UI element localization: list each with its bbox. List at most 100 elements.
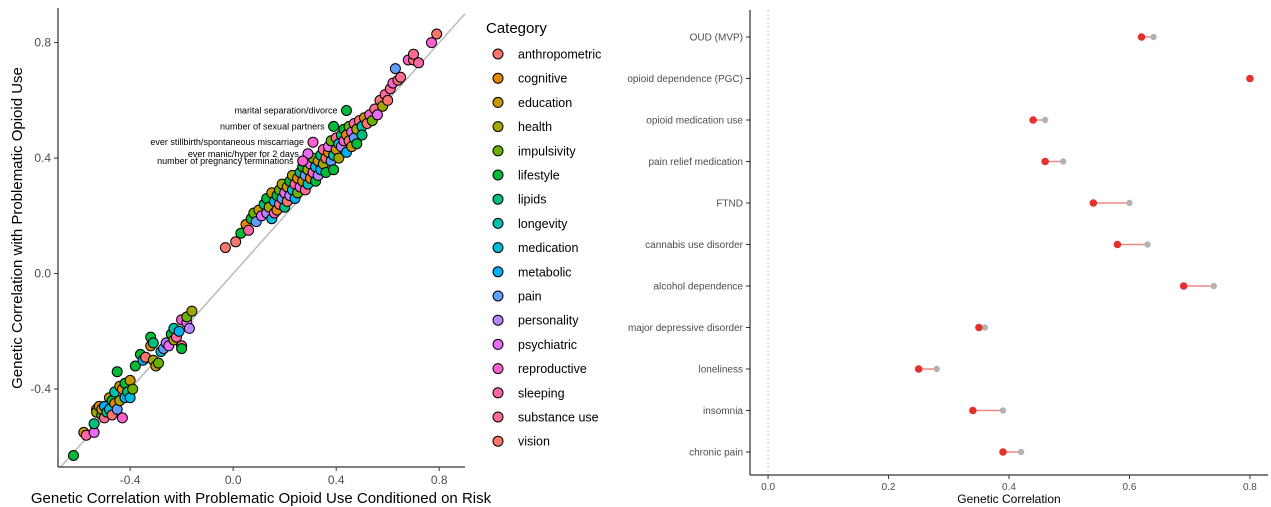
legend-label: reproductive [518,362,587,376]
range-x-ticks: 0.0 0.2 0.4 0.6 0.8 [761,475,1257,493]
scatter-point [341,105,352,116]
legend-swatch [492,169,504,181]
legend-swatch [492,145,504,157]
range-x-tick-label: 0.2 [882,482,896,493]
legend-label: anthropometric [518,48,601,62]
scatter-point [153,357,164,369]
scatter-annotations: marital separation/divorce number of sexu… [150,106,337,167]
legend-label: metabolic [518,265,572,279]
range-point-unconditioned [1060,158,1067,165]
scatter-point [307,136,319,148]
scatter-point [395,71,407,83]
legend-swatch [492,338,504,350]
legend-label: impulsivity [518,144,576,158]
range-point-conditioned [1029,116,1037,124]
scatter-y-tick-label: 0.8 [34,36,51,50]
legend-swatch [492,193,504,205]
range-point-conditioned [975,323,983,332]
range-marks [914,33,1254,456]
legend-label: substance use [518,411,599,425]
scatter-y-tick-label: 0.4 [34,151,51,165]
range-category-label: loneliness [699,365,743,376]
scatter-y-axis-title: Genetic Correlation with Problematic Opi… [9,67,26,389]
scatter-point [116,412,128,424]
scatter-y-tick-label: -0.4 [30,382,51,396]
range-category-label: OUD (MVP) [690,33,743,44]
range-category-label: chronic pain [689,448,743,459]
range-point-conditioned [1113,240,1122,249]
range-category-label: insomnia [703,406,743,417]
range-x-axis-title: Genetic Correlation [957,492,1060,506]
range-point-conditioned [969,406,977,415]
legend-swatch [492,314,504,326]
scatter-point [356,129,368,141]
point-annotation: marital separation/divorce [234,106,337,116]
scatter-point [413,57,425,69]
range-point-conditioned [999,448,1007,456]
range-category-label: opioid medication use [646,116,743,127]
scatter-point [328,120,340,132]
legend-label: lipids [518,193,547,207]
legend-label: personality [518,314,579,328]
scatter-point [431,28,443,40]
range-point-unconditioned [1150,33,1157,41]
scatter-point [382,94,394,106]
range-point-unconditioned [1126,199,1133,207]
legend-swatch [492,290,504,302]
legend-label: health [518,120,552,134]
legend-label: sleeping [518,386,565,400]
point-annotation: number of sexual partners [220,121,325,131]
legend-label: psychiatric [518,338,577,352]
scatter-point [68,450,79,461]
range-point-conditioned [1089,199,1098,207]
legend-swatch [492,48,504,60]
scatter-point [88,418,100,430]
scatter-point [127,383,139,395]
range-point-conditioned [1179,282,1188,290]
legend-label: pain [518,290,542,304]
scatter-point [328,164,340,176]
legend-swatch [492,242,504,254]
scatter-panel: marital separation/divorce number of sexu… [9,8,492,507]
scatter-point [230,236,242,248]
scatter-x-tick-label: 0.4 [328,473,345,487]
legend-label: longevity [518,217,568,231]
scatter-point [186,305,198,317]
scatter-point [351,138,363,150]
range-point-unconditioned [1144,241,1151,248]
scatter-x-tick-label: 0.8 [431,473,448,487]
scatter-points [68,28,443,461]
scatter-y-ticks: -0.4 0.0 0.4 0.8 [30,36,58,396]
range-point-conditioned [1137,33,1146,41]
scatter-point [111,366,123,378]
range-panel: OUD (MVP) opioid dependence (PGC) opioid m… [627,10,1268,506]
legend-swatch [492,435,504,447]
range-point-conditioned [914,365,923,373]
legend-swatch [492,96,504,108]
scatter-point [243,224,255,236]
range-category-labels: OUD (MVP) opioid dependence (PGC) opioid m… [627,33,750,459]
scatter-point [297,155,309,167]
scatter-point [147,337,159,349]
range-x-tick-label: 0.6 [1123,482,1137,493]
legend-entries: anthropometric cognitive education health im… [492,48,601,449]
range-category-label: alcohol dependence [653,282,743,293]
legend-swatch [492,363,504,375]
range-category-label: cannabis use disorder [645,240,744,251]
scatter-x-ticks: -0.4 0.0 0.4 0.8 [120,467,448,487]
scatter-point [173,325,185,337]
legend-label: lifestyle [518,169,560,183]
scatter-point [333,152,345,164]
scatter-y-tick-label: 0.0 [34,267,51,281]
scatter-x-tick-label: -0.4 [120,473,141,487]
range-category-label: major depressive disorder [628,323,744,334]
legend-swatch [492,121,504,133]
legend-label: cognitive [518,72,567,86]
legend-label: education [518,96,572,110]
range-point-unconditioned [1017,448,1025,456]
legend-title: Category [486,20,547,37]
legend-swatch [492,72,504,84]
legend-swatch [492,387,504,399]
range-category-label: FTND [716,199,743,210]
legend-swatch [492,266,504,278]
